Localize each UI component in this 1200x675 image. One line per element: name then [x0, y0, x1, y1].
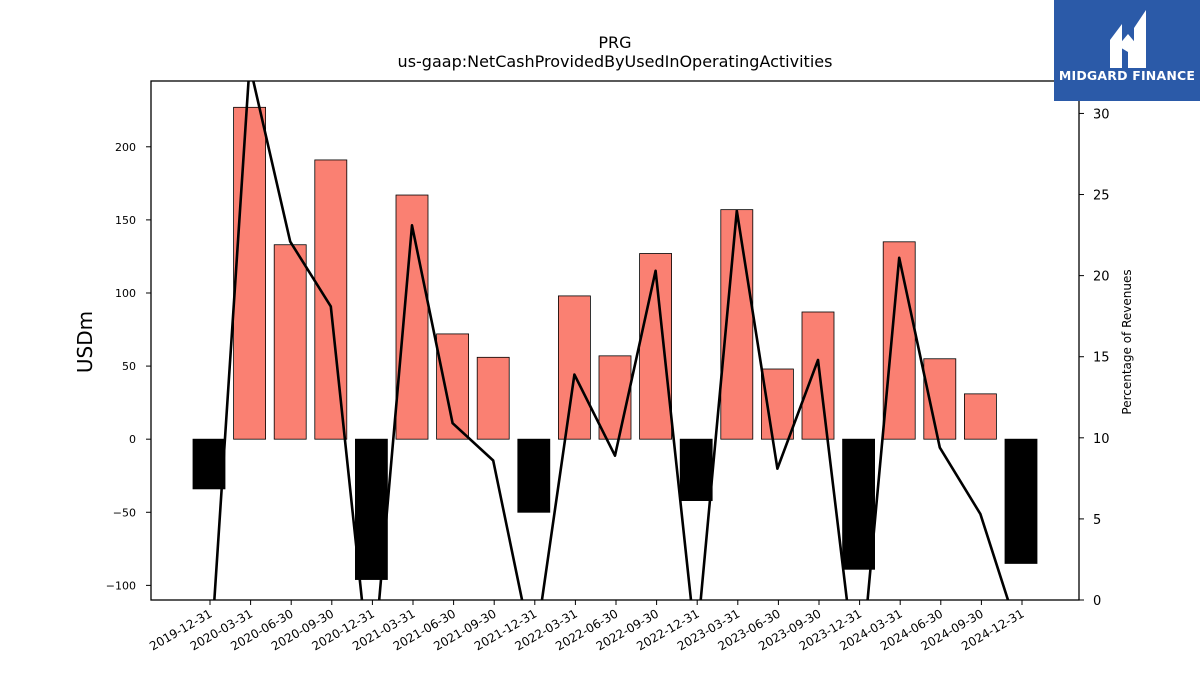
bar-2024-12-31 [1004, 438, 1038, 564]
y-tick-label: 200 [115, 141, 136, 154]
y2-axis-label: Percentage of Revenues [1120, 269, 1134, 414]
y2-tick-label: 10 [1093, 432, 1110, 447]
y-tick-label: 150 [115, 214, 136, 227]
bar-2024-06-30 [923, 358, 957, 440]
bar-2022-06-30 [598, 355, 632, 440]
left-axis: −100 −50 0 50 100 150 200 [106, 141, 151, 592]
bar-2020-09-30 [314, 159, 348, 440]
bars-layer [192, 106, 1038, 580]
bar-2020-03-31 [233, 106, 267, 440]
midgard-logo-icon [1110, 10, 1146, 68]
x-axis: 2019-12-312020-03-312020-06-302020-09-30… [147, 600, 1027, 653]
bar-2019-12-31 [192, 438, 226, 490]
bar-2020-06-30 [273, 244, 307, 440]
y-tick-label: 0 [129, 433, 136, 446]
y-tick-label: 50 [122, 360, 136, 373]
y-tick-label: 100 [115, 287, 136, 300]
bar-2022-09-30 [639, 253, 672, 440]
chart-subtitle: us-gaap:NetCashProvidedByUsedInOperating… [397, 52, 833, 71]
bar-2021-09-30 [476, 356, 510, 440]
line-layer [213, 81, 1010, 600]
brand-logo: MIDGARD FINANCE [1054, 0, 1200, 101]
y2-tick-label: 15 [1093, 351, 1110, 366]
y-tick-label: −50 [113, 506, 136, 519]
bar-2022-12-31 [679, 438, 713, 501]
bar-2022-03-31 [558, 295, 591, 440]
percentage-line [213, 81, 1010, 600]
bar-2023-12-31 [842, 438, 875, 570]
bar-2024-03-31 [882, 241, 916, 440]
y-axis-label: USDm [73, 311, 97, 373]
plot-frame [150, 80, 1080, 601]
bar-2024-09-30 [964, 393, 997, 440]
y2-tick-label: 0 [1093, 594, 1101, 609]
y2-tick-label: 25 [1093, 189, 1110, 204]
right-axis: 0 5 10 15 20 25 30 [1079, 107, 1110, 609]
bar-2021-12-31 [517, 438, 551, 513]
chart-title: PRG [598, 33, 632, 52]
y2-tick-label: 20 [1093, 270, 1110, 285]
y2-tick-label: 5 [1093, 513, 1101, 528]
y2-tick-label: 30 [1093, 107, 1110, 122]
bar-2023-09-30 [801, 311, 835, 440]
y-tick-label: −100 [106, 579, 136, 592]
logo-text: MIDGARD FINANCE [1058, 68, 1196, 83]
